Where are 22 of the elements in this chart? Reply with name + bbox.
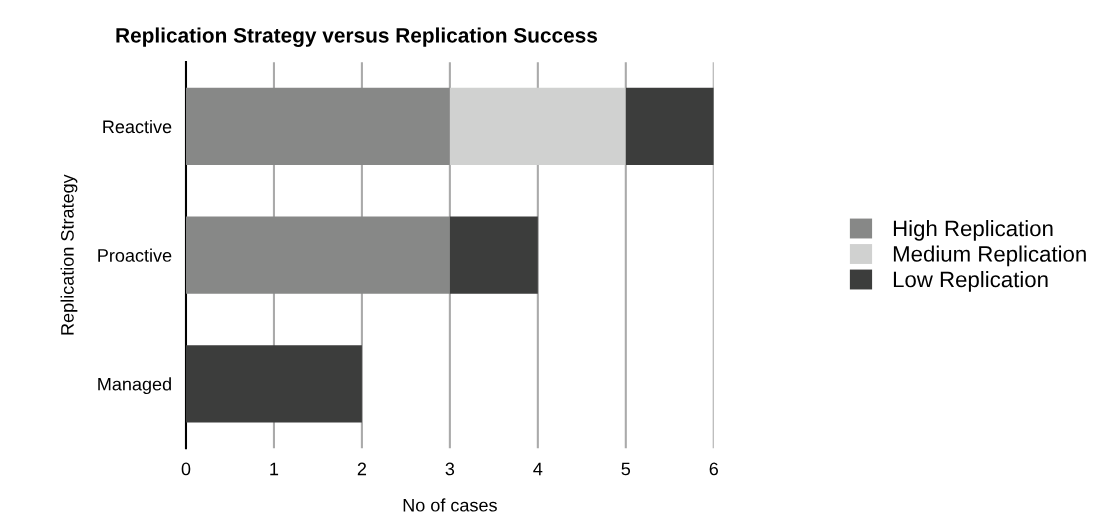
y-tick-label: Managed [98, 377, 171, 395]
bar [625, 87, 714, 166]
x-tick-label: 4 [533, 462, 543, 476]
x-tick-label: 6 [709, 462, 718, 476]
x-tick-label: 1 [270, 462, 279, 476]
bar [449, 216, 538, 294]
bar [185, 216, 450, 294]
bar [185, 345, 362, 423]
legend-label: High Replication [893, 220, 1053, 241]
x-tick-label: 0 [181, 462, 191, 476]
x-tick-label: 3 [445, 462, 455, 476]
y-axis-title: Replication Strategy [60, 174, 78, 335]
legend-label: Low Replication [893, 271, 1048, 292]
legend-label: Medium Replication [893, 245, 1086, 267]
x-axis-title: No of cases [403, 498, 497, 512]
bar [185, 87, 450, 166]
y-tick-label: Proactive [98, 248, 172, 262]
chart-title: Replication Strategy versus Replication Success [116, 27, 598, 47]
bar [449, 87, 626, 166]
y-tick-label: Reactive [103, 119, 172, 134]
x-tick-label: 5 [621, 462, 631, 476]
x-tick-label: 2 [357, 462, 367, 476]
